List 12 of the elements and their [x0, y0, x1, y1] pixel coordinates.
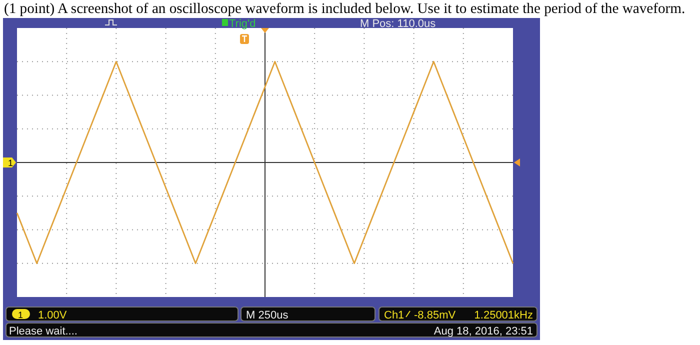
text: 1	[8, 158, 14, 168]
text: Ch1	[384, 310, 404, 322]
text: 1	[18, 310, 24, 320]
text: Trig'd	[229, 18, 256, 30]
text: 1.00V	[38, 310, 68, 322]
text: 1.25001kHz	[474, 310, 533, 322]
chart-title: (1 point) A screenshot of an oscilloscope waveform is included below. Use it to estimate the period of the waveform.	[4, 1, 686, 17]
text: Aug 18, 2016, 23:51	[434, 326, 533, 338]
text: Please wait....	[9, 326, 78, 338]
text: M 250us	[246, 310, 289, 322]
text: -8.85mV	[414, 310, 456, 322]
text: M Pos: 110.0us	[360, 18, 436, 30]
